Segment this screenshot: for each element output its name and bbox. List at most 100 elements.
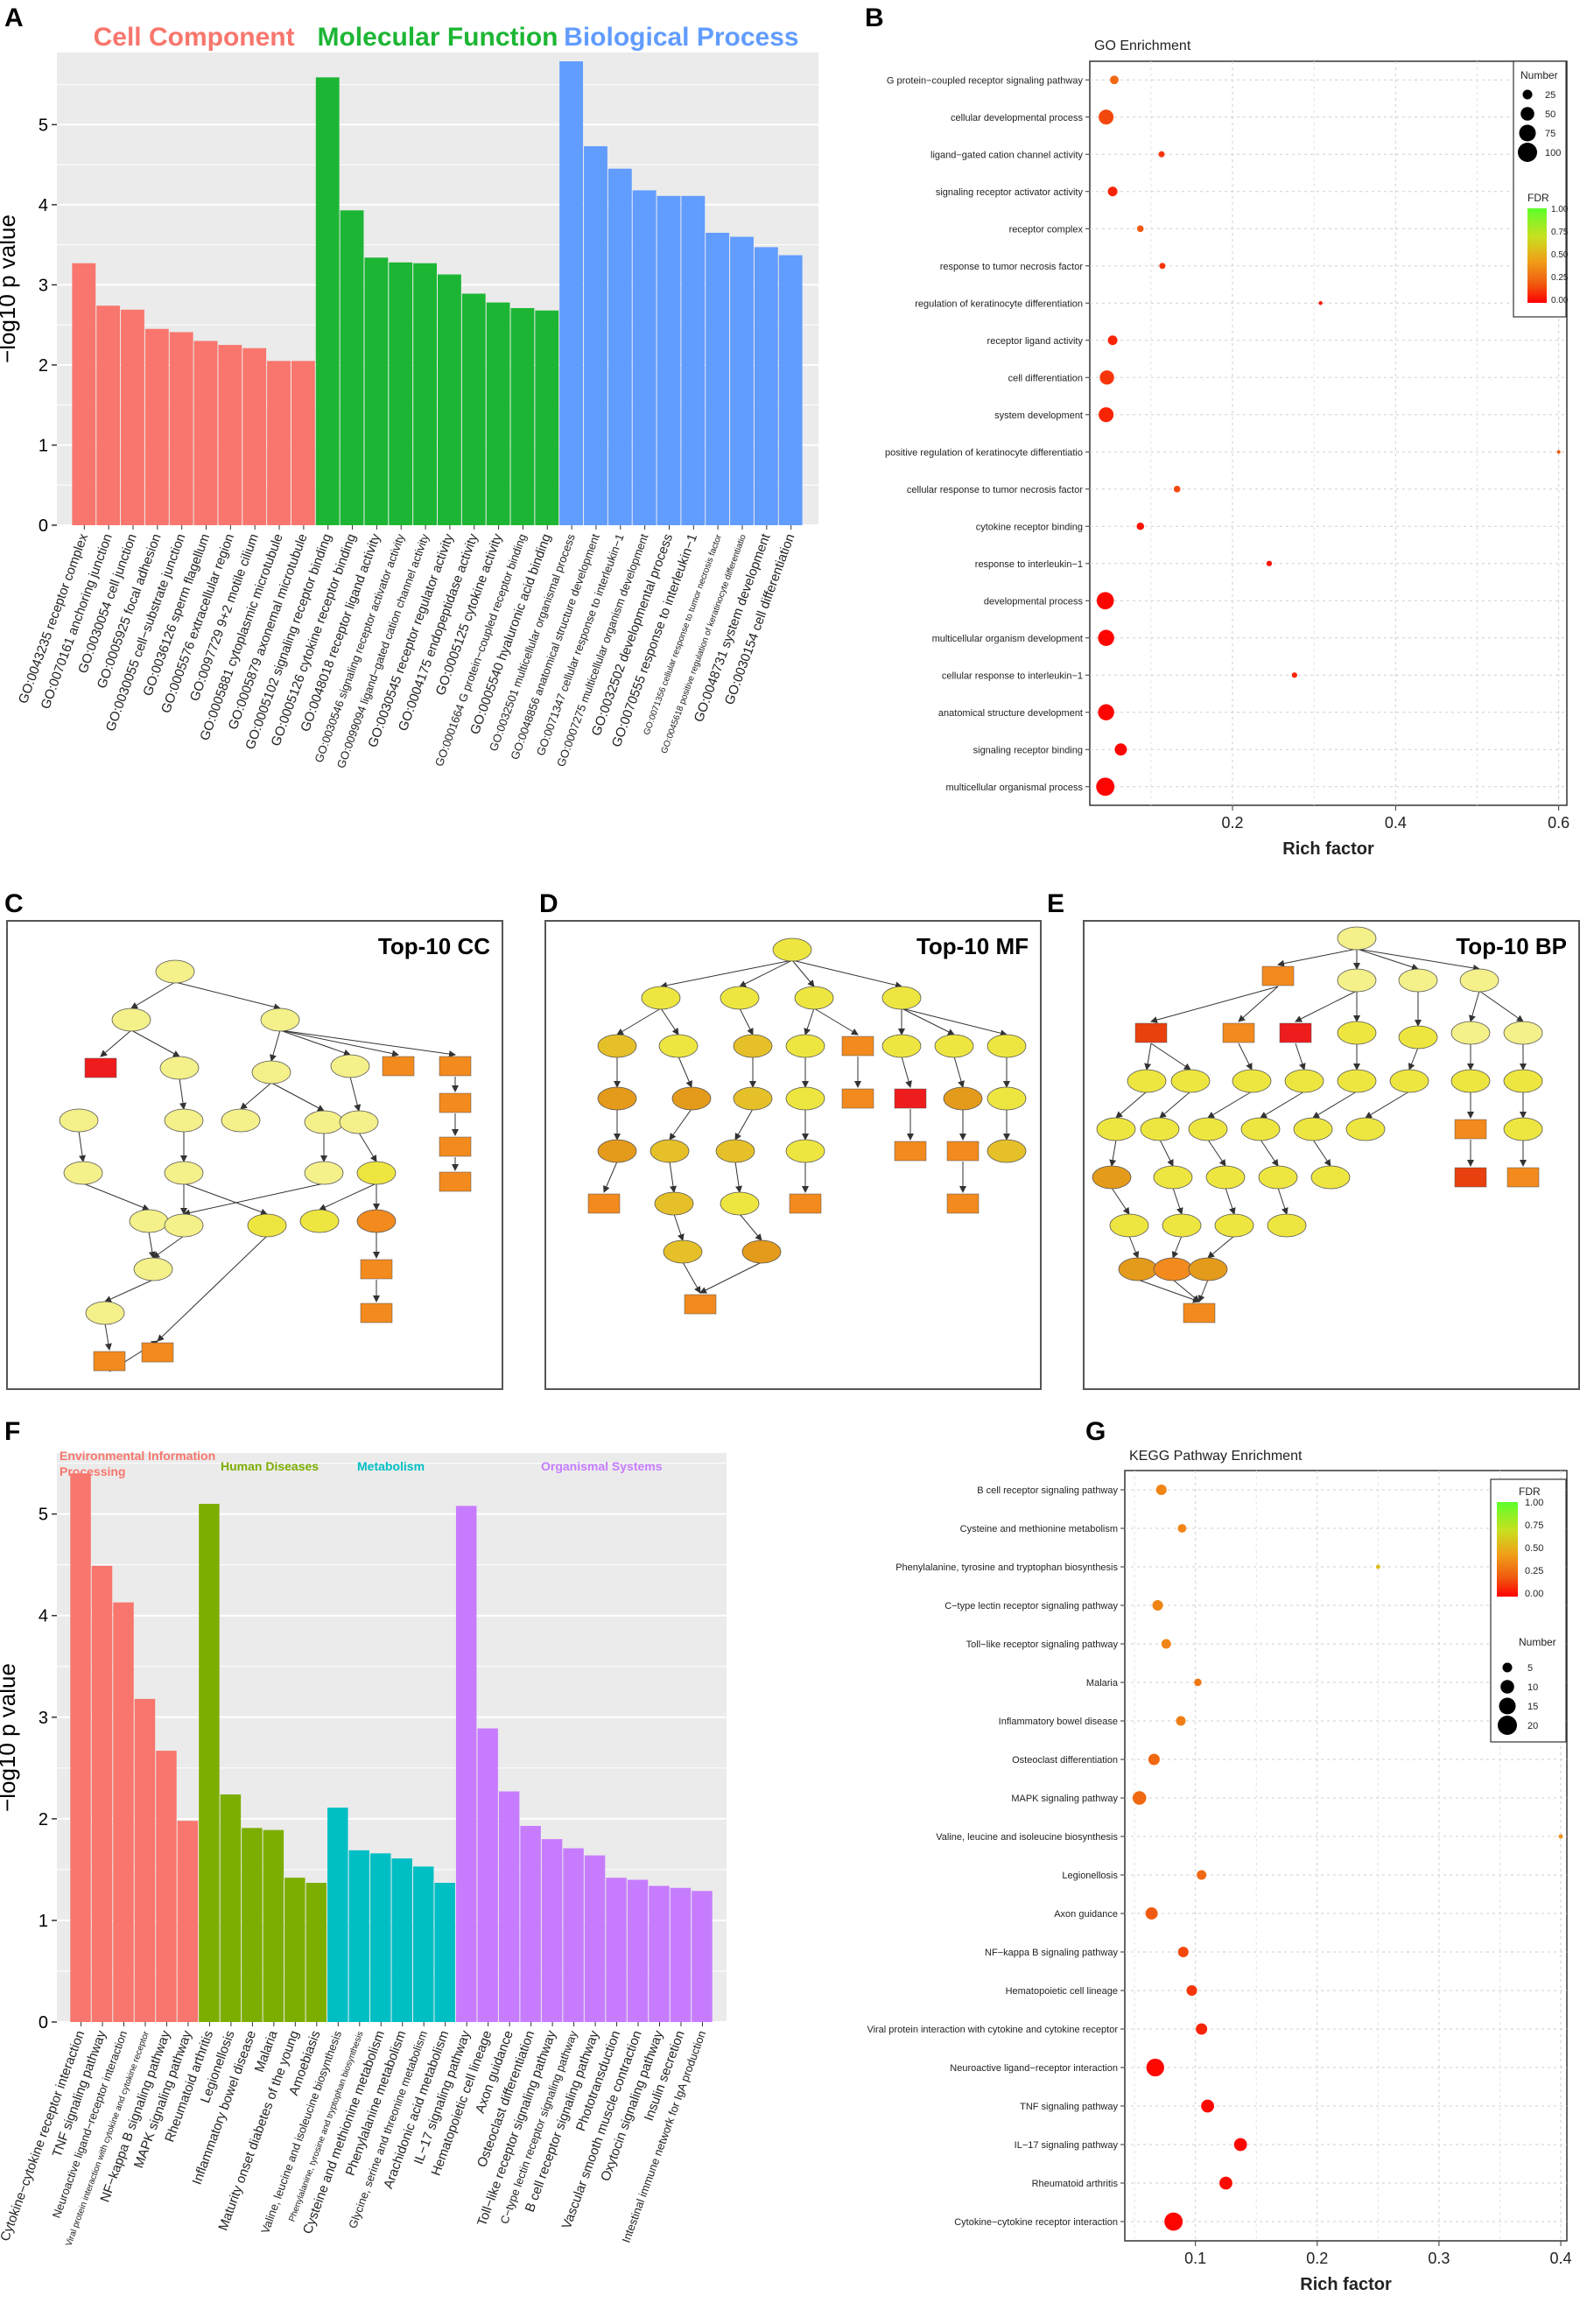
network-node bbox=[133, 1257, 173, 1281]
bar bbox=[327, 1808, 348, 2022]
y-tick-label: G protein−coupled receptor signaling pat… bbox=[887, 75, 1084, 86]
legend-label: 0.50 bbox=[1551, 250, 1569, 260]
y-tick-label: Inflammatory bowel disease bbox=[999, 1717, 1118, 1727]
network-node bbox=[733, 1086, 773, 1111]
x-tick-label: 0.6 bbox=[1548, 814, 1569, 832]
bar bbox=[498, 1791, 520, 2022]
data-point bbox=[1146, 2058, 1164, 2077]
data-point bbox=[1164, 2212, 1183, 2231]
network-node bbox=[1109, 1213, 1149, 1238]
y-tick-label: 3 bbox=[39, 1709, 48, 1728]
network-node bbox=[650, 1139, 690, 1163]
x-tick-label: 0.2 bbox=[1222, 814, 1244, 832]
network-node bbox=[1337, 1021, 1377, 1045]
network-node bbox=[720, 986, 760, 1010]
legend-gradient bbox=[1497, 1502, 1518, 1597]
bar bbox=[134, 1698, 156, 2022]
legend-gradient bbox=[1527, 208, 1547, 303]
network-node bbox=[339, 1110, 379, 1134]
network-edge bbox=[791, 959, 815, 987]
network-node bbox=[1503, 1021, 1543, 1045]
network-edge bbox=[130, 981, 176, 1009]
network-edge bbox=[148, 1231, 156, 1259]
bar bbox=[730, 236, 754, 525]
panel-label-c: C bbox=[4, 889, 24, 918]
network-node bbox=[111, 1008, 151, 1032]
bar bbox=[627, 1879, 649, 2022]
network-node bbox=[881, 986, 922, 1010]
data-point bbox=[1219, 2176, 1232, 2190]
network-node bbox=[63, 1161, 103, 1185]
data-point bbox=[1558, 1834, 1563, 1839]
y-tick-label: cytokine receptor binding bbox=[976, 522, 1083, 532]
y-tick-label: anatomical structure development bbox=[938, 708, 1083, 719]
network-node bbox=[1337, 968, 1377, 993]
network-edge bbox=[791, 959, 902, 989]
bar bbox=[535, 310, 559, 525]
network-edge bbox=[603, 1161, 618, 1193]
network-edge bbox=[1197, 1279, 1209, 1302]
network-edge bbox=[104, 1279, 154, 1302]
network-node bbox=[1267, 1213, 1307, 1238]
chart-title: GO Enrichment bbox=[1094, 39, 1191, 53]
network-node bbox=[654, 1191, 694, 1216]
network-node bbox=[439, 1056, 472, 1077]
network-edge bbox=[1207, 1139, 1226, 1167]
network-node bbox=[141, 1342, 174, 1363]
network-node bbox=[59, 1108, 99, 1133]
y-tick-label: response to interleukin−1 bbox=[975, 559, 1083, 570]
y-tick-label: 4 bbox=[39, 1607, 48, 1626]
y-tick-label: Phenylalanine, tyrosine and tryptophan b… bbox=[895, 1562, 1118, 1573]
network-cc-title: Top-10 CC bbox=[378, 933, 490, 959]
network-node bbox=[789, 1193, 822, 1214]
data-point bbox=[1136, 225, 1144, 233]
y-tick-label: MAPK signaling pathway bbox=[1011, 1794, 1118, 1804]
bar bbox=[434, 1882, 455, 2022]
group-label: Metabolism bbox=[357, 1459, 425, 1473]
y-tick-label: Hematopoietic cell lineage bbox=[1006, 1986, 1118, 1997]
y-tick-label: ligand−gated cation channel activity bbox=[930, 150, 1083, 160]
data-point bbox=[1201, 2099, 1214, 2113]
bar bbox=[291, 361, 315, 525]
y-tick-label: C−type lectin receptor signaling pathway bbox=[944, 1601, 1118, 1611]
network-node bbox=[987, 1139, 1027, 1163]
network-node bbox=[1337, 1069, 1377, 1093]
network-edge bbox=[678, 1056, 692, 1088]
network-node bbox=[360, 1259, 393, 1280]
network-edge bbox=[1225, 1187, 1236, 1215]
data-point bbox=[1148, 1753, 1160, 1766]
network-node bbox=[85, 1301, 125, 1325]
network-edge bbox=[1171, 1235, 1183, 1259]
network-edge bbox=[1207, 1235, 1235, 1259]
network-node bbox=[1092, 1165, 1132, 1190]
network-node bbox=[597, 1139, 637, 1163]
network-node bbox=[733, 1034, 773, 1058]
network-node bbox=[360, 1302, 393, 1323]
x-tick-label: 0.4 bbox=[1550, 2250, 1572, 2267]
network-edge bbox=[1137, 1279, 1200, 1303]
y-tick-label: Valine, leucine and isoleucine biosynthe… bbox=[936, 1832, 1118, 1843]
y-tick-label: 1 bbox=[39, 436, 48, 455]
legend-label: 0.25 bbox=[1551, 273, 1569, 283]
legend-point bbox=[1518, 143, 1537, 162]
network-node bbox=[1310, 1165, 1351, 1190]
network-node bbox=[439, 1092, 472, 1113]
network-edge bbox=[1207, 1091, 1253, 1119]
bar bbox=[348, 1850, 370, 2022]
data-point bbox=[1186, 1984, 1197, 1997]
bar bbox=[121, 309, 144, 525]
network-edge bbox=[813, 1008, 859, 1036]
y-tick-label: system development bbox=[994, 411, 1083, 421]
network-node bbox=[1170, 1069, 1211, 1093]
network-edge bbox=[270, 1082, 325, 1112]
data-point bbox=[1096, 777, 1115, 797]
network-edge bbox=[660, 959, 793, 989]
network-edge bbox=[1312, 1139, 1331, 1167]
bar bbox=[267, 361, 291, 525]
network-edge bbox=[804, 1008, 815, 1036]
network-node bbox=[247, 1213, 287, 1238]
bar bbox=[370, 1853, 391, 2022]
data-point bbox=[1375, 1564, 1380, 1569]
network-edge bbox=[270, 1029, 281, 1062]
